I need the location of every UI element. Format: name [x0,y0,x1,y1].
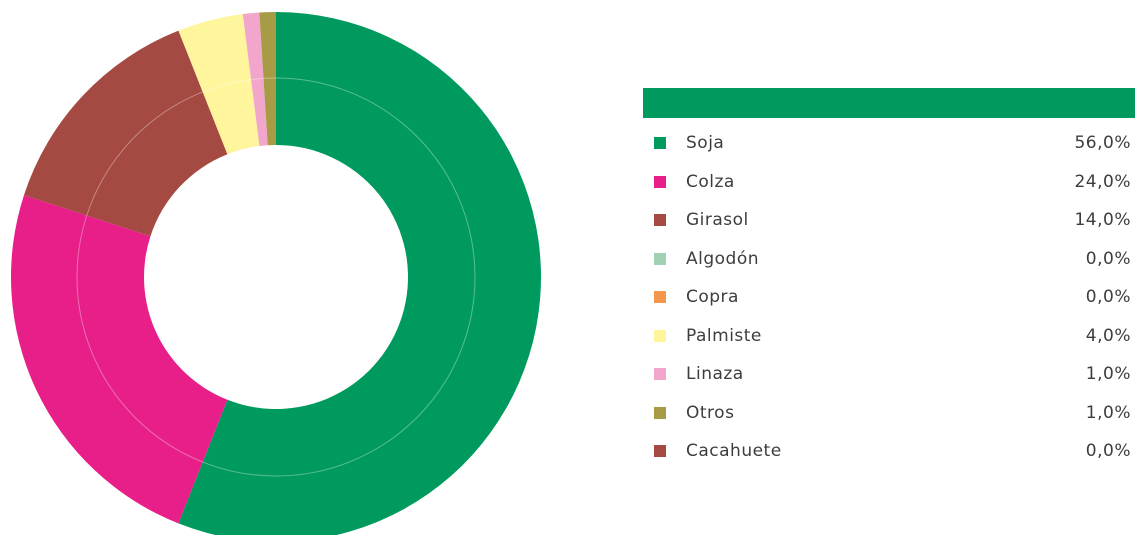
legend-swatch [654,291,666,304]
legend-item-linaza: Linaza 1,0% [643,355,1135,394]
legend-value: 1,0% [1085,364,1131,385]
legend-label: Otros [686,402,735,423]
pie-slice-palmiste [178,14,260,155]
legend-rows: Soja 56,0% Colza 24,0% Girasol 14,0% Algodón 0,… [643,124,1135,471]
legend-swatch [654,329,666,342]
legend-header-bar [643,88,1135,118]
legend-value: 0,0% [1085,248,1131,269]
legend-swatch [654,445,666,458]
legend-item-soja: Soja 56,0% [643,124,1135,163]
pie-slice-soja [178,12,541,535]
legend-swatch [654,137,666,150]
legend-swatch [654,252,666,265]
inner-ring-line [76,77,476,477]
legend-item-colza: Colza 24,0% [643,163,1135,202]
legend-item-otros: Otros 1,0% [643,394,1135,433]
legend: Soja 56,0% Colza 24,0% Girasol 14,0% Algodón 0,… [643,88,1135,471]
legend-item-palmiste: Palmiste 4,0% [643,317,1135,356]
pie-slice-linaza [242,12,268,147]
legend-value: 14,0% [1074,210,1131,231]
legend-value: 56,0% [1074,133,1131,154]
legend-item-algod-n: Algodón 0,0% [643,240,1135,279]
legend-label: Cacahuete [686,441,782,462]
legend-label: Girasol [686,210,749,231]
legend-label: Palmiste [686,325,762,346]
donut-chart [11,12,541,535]
legend-label: Linaza [686,364,744,385]
legend-value: 4,0% [1085,325,1131,346]
legend-item-copra: Copra 0,0% [643,278,1135,317]
legend-value: 0,0% [1085,441,1131,462]
legend-swatch [654,175,666,188]
legend-value: 24,0% [1074,171,1131,192]
legend-swatch [654,214,666,227]
pie-slice-colza [11,195,228,524]
legend-item-cacahuete: Cacahuete 0,0% [643,432,1135,471]
legend-label: Colza [686,171,735,192]
legend-item-girasol: Girasol 14,0% [643,201,1135,240]
pie-slice-girasol [23,30,228,237]
legend-value: 1,0% [1085,402,1131,423]
legend-label: Algodón [686,248,760,269]
legend-swatch [654,406,666,419]
legend-value: 0,0% [1085,287,1131,308]
legend-label: Soja [686,133,725,154]
legend-swatch [654,368,666,381]
pie-slice-otros [259,12,276,146]
legend-label: Copra [686,287,739,308]
